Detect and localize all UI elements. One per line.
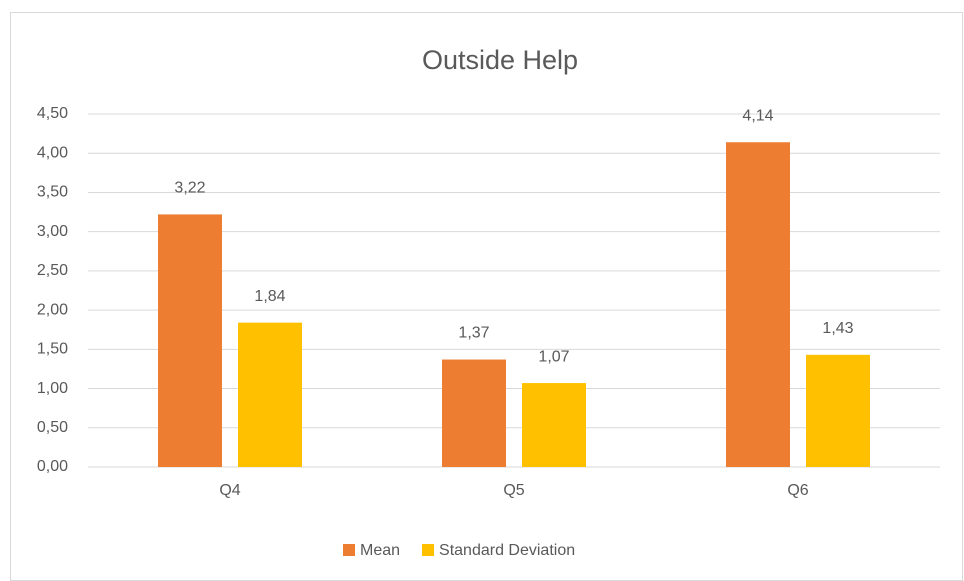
bar: [726, 142, 790, 468]
bar: [806, 354, 870, 467]
legend-swatch: [343, 544, 355, 556]
y-tick-label: 4,50: [37, 105, 68, 122]
legend-label: Standard Deviation: [439, 542, 575, 559]
legend-swatch: [422, 544, 435, 556]
x-tick-label: Q6: [787, 482, 808, 499]
value-label: 1,07: [538, 348, 569, 365]
y-tick-label: 2,50: [37, 262, 68, 279]
legend-label: Mean: [360, 542, 400, 559]
bar: [442, 359, 506, 467]
chart-border: [10, 12, 963, 581]
y-tick-label: 3,00: [37, 223, 68, 240]
value-label: 1,84: [254, 288, 285, 305]
y-tick-label: 4,00: [37, 144, 68, 161]
bar: [522, 383, 586, 467]
value-label: 3,22: [174, 180, 205, 197]
y-tick-label: 1,00: [37, 380, 68, 397]
value-label: 1,43: [822, 320, 853, 337]
bar: [238, 322, 302, 467]
value-label: 4,14: [742, 107, 773, 124]
y-tick-label: 1,50: [37, 341, 68, 358]
y-tick-label: 0,00: [37, 458, 68, 475]
bar: [158, 214, 222, 467]
y-tick-label: 3,50: [37, 184, 68, 201]
chart-title: Outside Help: [422, 45, 578, 75]
y-tick-label: 0,50: [37, 419, 68, 436]
x-tick-label: Q4: [219, 482, 240, 499]
value-label: 1,37: [458, 325, 489, 342]
y-tick-label: 2,00: [37, 301, 68, 318]
x-tick-label: Q5: [503, 482, 524, 499]
